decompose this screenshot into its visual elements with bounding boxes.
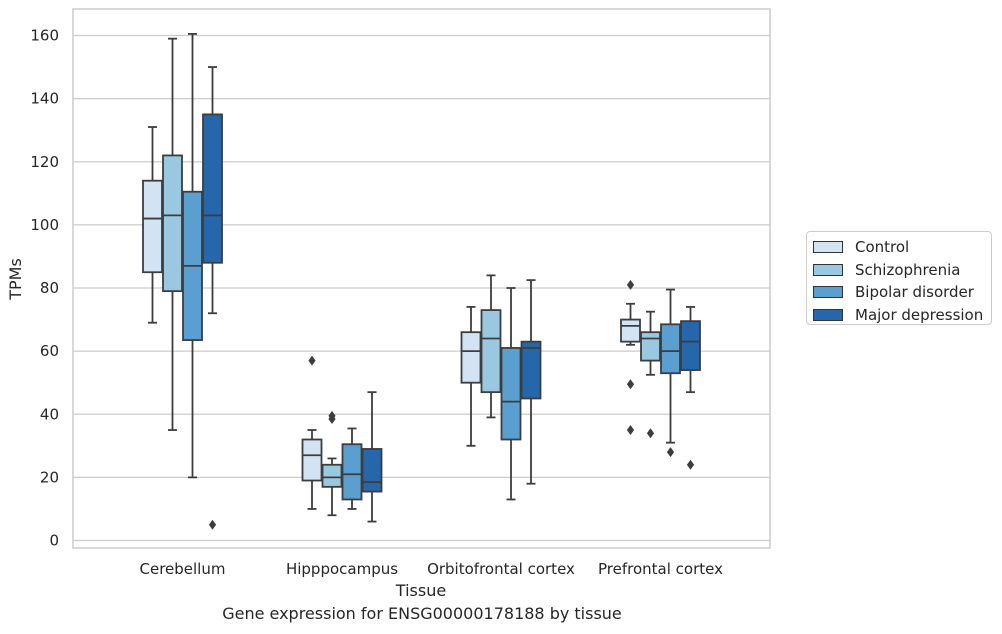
box [660, 323, 681, 375]
figure-caption: Gene expression for ENSG00000178188 by t… [222, 604, 622, 623]
box-group [301, 355, 323, 510]
box-group [640, 310, 661, 439]
box-plots [142, 33, 701, 530]
box-group [361, 391, 383, 523]
box [361, 448, 383, 493]
legend-swatch [813, 263, 843, 276]
legend-item-bipolar-disorder: Bipolar disorder [813, 281, 991, 304]
box-group [520, 279, 542, 485]
outlier-point [328, 413, 336, 424]
outlier-point [646, 428, 655, 439]
legend-label: Bipolar disorder [855, 283, 974, 302]
legend-label: Control [855, 238, 910, 257]
outlier-point [626, 425, 635, 436]
y-tick-label: 0 [49, 532, 59, 550]
x-tick-label: Hipppocampus [286, 560, 398, 578]
box-group [460, 306, 482, 447]
legend-label: Schizophrenia [855, 260, 961, 279]
y-tick-label: 20 [40, 468, 59, 486]
y-tick-labels: 0 20 40 60 80 100 120 140 160 [30, 27, 59, 550]
outlier-point [626, 379, 635, 390]
box [480, 309, 502, 394]
legend-item-control: Control [813, 236, 991, 259]
y-axis-label: TPMs [6, 258, 25, 301]
legend-label: Major depression [855, 305, 984, 324]
outlier-point [626, 279, 635, 290]
legend-swatch [813, 241, 843, 254]
legend-item-major-depression: Major depression [813, 304, 991, 327]
x-tick-label: Cerebellum [140, 560, 226, 578]
box-group [202, 66, 223, 530]
box [202, 113, 223, 264]
box [680, 320, 701, 371]
box-group [321, 410, 343, 517]
x-axis-label: Tissue [395, 581, 446, 600]
box-group [680, 306, 701, 470]
box-group [480, 274, 502, 419]
box [520, 340, 542, 400]
y-tick-label: 40 [40, 405, 59, 423]
box-group [182, 33, 203, 479]
x-tick-label: Prefrontal cortex [598, 560, 723, 578]
y-tick-label: 160 [30, 27, 59, 45]
x-tick-labels: Cerebellum Hipppocampus Orbitofrontal cort… [140, 560, 724, 578]
box-group [660, 288, 681, 458]
y-tick-label: 120 [30, 153, 59, 171]
legend-swatch [813, 308, 843, 321]
outlier-point [686, 459, 695, 470]
legend: Control Schizophrenia Bipolar disorder M… [806, 231, 992, 325]
outlier-point [666, 447, 675, 458]
legend-swatch [813, 286, 843, 299]
box [460, 331, 482, 384]
box [321, 463, 343, 488]
box [500, 347, 522, 441]
box-group [142, 126, 163, 324]
box [162, 154, 183, 293]
y-tick-label: 100 [30, 216, 59, 234]
box [142, 179, 163, 274]
box-group [500, 287, 522, 501]
legend-item-schizophrenia: Schizophrenia [813, 259, 991, 282]
box [341, 443, 363, 501]
x-tick-label: Orbitofrontal cortex [427, 560, 575, 578]
outlier-point [208, 519, 217, 530]
box [640, 331, 661, 362]
box [620, 318, 641, 343]
y-tick-label: 80 [40, 279, 59, 297]
box-group [620, 279, 641, 436]
outlier-point [308, 355, 316, 366]
box [301, 438, 323, 482]
box-group [162, 37, 183, 431]
box-group [341, 427, 363, 510]
y-tick-label: 140 [30, 90, 59, 108]
y-tick-label: 60 [40, 342, 59, 360]
